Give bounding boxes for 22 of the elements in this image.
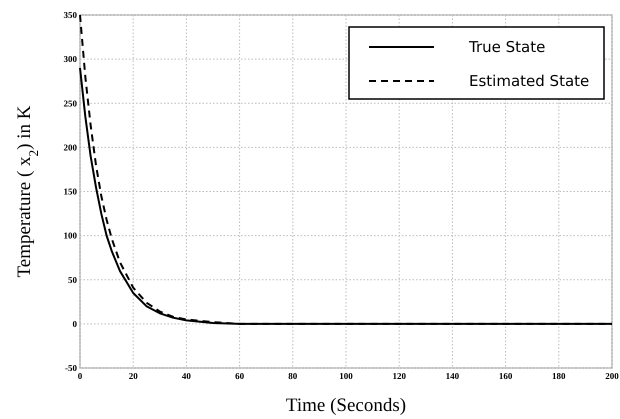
y-tick-label: 200 <box>64 142 78 152</box>
y-tick-label: 150 <box>64 186 78 196</box>
x-axis-title: Time (Seconds) <box>286 395 406 416</box>
x-tick-label: 120 <box>392 371 406 381</box>
x-tick-label: 80 <box>288 371 298 381</box>
x-tick-label: 100 <box>339 371 354 381</box>
x-tick-label: 20 <box>128 371 138 381</box>
x-tick-label: 180 <box>552 371 566 381</box>
x-tick-label: 60 <box>235 371 245 381</box>
y-tick-label: 50 <box>68 274 78 285</box>
x-tick-label: 160 <box>498 371 513 381</box>
x-tick-label: 40 <box>182 371 192 381</box>
y-tick-label: -50 <box>65 363 78 373</box>
x-tick-label: 200 <box>605 371 620 381</box>
x-tick-label: 140 <box>446 371 460 381</box>
y-tick-label: 250 <box>64 98 78 108</box>
y-tick-label: 100 <box>64 230 78 241</box>
legend-label: True State <box>468 38 546 56</box>
y-tick-label: 0 <box>72 318 78 329</box>
legend-label: Estimated State <box>469 72 590 90</box>
y-tick-label: 300 <box>64 54 78 64</box>
y-tick-label: 350 <box>64 10 78 20</box>
